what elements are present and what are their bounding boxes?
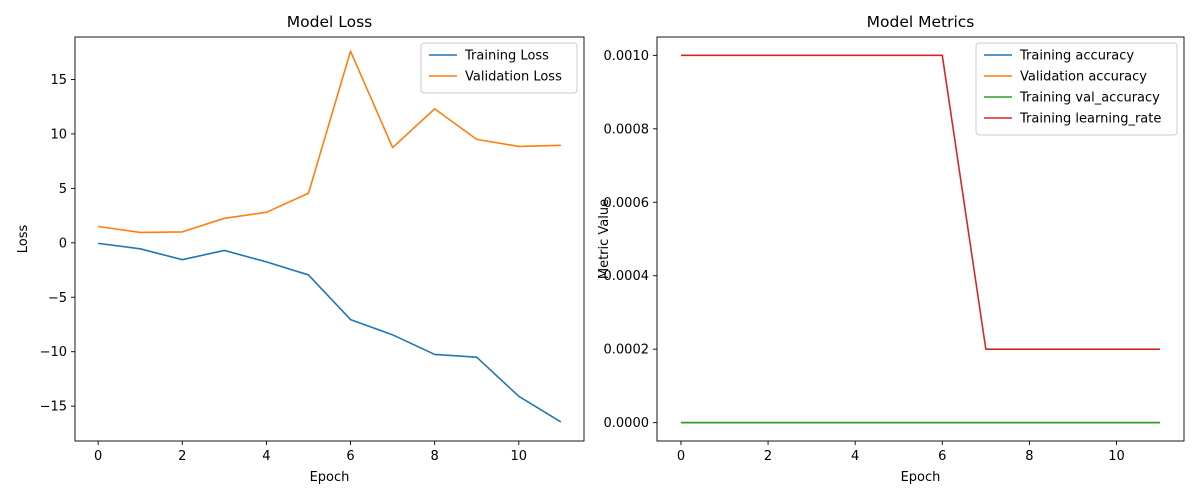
x-tick-label: 2 <box>764 449 772 464</box>
legend: Training Loss Validation Loss <box>420 42 578 94</box>
legend-box <box>975 42 1178 136</box>
legend-entry: Training accuracy <box>1019 49 1134 64</box>
x-axis-label: Epoch <box>901 470 941 485</box>
x-axis-label: Epoch <box>310 470 350 485</box>
legend-entry: Training learning_rate <box>1019 112 1161 127</box>
x-tick-label: 4 <box>851 449 859 464</box>
y-tick-label: 0.0006 <box>604 196 650 211</box>
y-tick-label: 0.0002 <box>604 343 650 358</box>
y-tick-label: 0.0008 <box>604 122 650 137</box>
y-tick-label: −10 <box>40 345 67 360</box>
x-tick-label: 6 <box>346 449 354 464</box>
x-tick-label: 0 <box>677 449 685 464</box>
axes-frame <box>74 36 585 442</box>
metrics-chart: 0 2 4 6 8 10 0.0000 0.0002 0.0004 0.0006 0.0008 0.0… <box>597 13 1185 485</box>
x-tick-label: 8 <box>431 449 439 464</box>
x-tick-label: 10 <box>511 449 528 464</box>
y-tick-label: 0.0000 <box>604 416 650 431</box>
y-tick-label: 0 <box>59 236 67 251</box>
legend-box <box>420 42 578 94</box>
legend-entry: Training Loss <box>464 49 549 64</box>
series-line-1 <box>98 242 562 423</box>
legend: Training accuracy Validation accuracy Trai… <box>975 42 1178 136</box>
x-tick-label: 6 <box>938 449 946 464</box>
y-tick-label: −15 <box>40 400 67 415</box>
y-tick-label: 5 <box>59 182 67 197</box>
x-tick-label: 8 <box>1025 449 1033 464</box>
y-axis-label: Loss <box>16 225 31 254</box>
legend-entry: Training val_accuracy <box>1019 91 1160 106</box>
y-tick-label: 0.0010 <box>604 49 650 64</box>
y-tick-label: 15 <box>50 73 67 88</box>
axes-frame <box>656 36 1185 442</box>
loss-chart: 0 2 4 6 8 10 −15 −10 −5 0 5 10 15 Model Loss Epoch Loss… <box>16 13 585 485</box>
series-line-2 <box>98 50 561 234</box>
x-tick-label: 0 <box>94 449 102 464</box>
chart-title: Model Loss <box>287 13 372 31</box>
chart-title: Model Metrics <box>867 13 975 31</box>
x-tick-label: 4 <box>262 449 270 464</box>
x-tick-label: 2 <box>178 449 186 464</box>
y-axis-label: Metric Value <box>597 199 612 279</box>
y-tick-label: 0.0004 <box>604 269 650 284</box>
series-line-4 <box>680 54 1161 350</box>
legend-entry: Validation Loss <box>465 70 562 85</box>
x-tick-label: 10 <box>1108 449 1125 464</box>
legend-entry: Validation accuracy <box>1020 70 1147 85</box>
y-tick-label: 10 <box>50 127 67 142</box>
y-tick-label: −5 <box>48 291 67 306</box>
